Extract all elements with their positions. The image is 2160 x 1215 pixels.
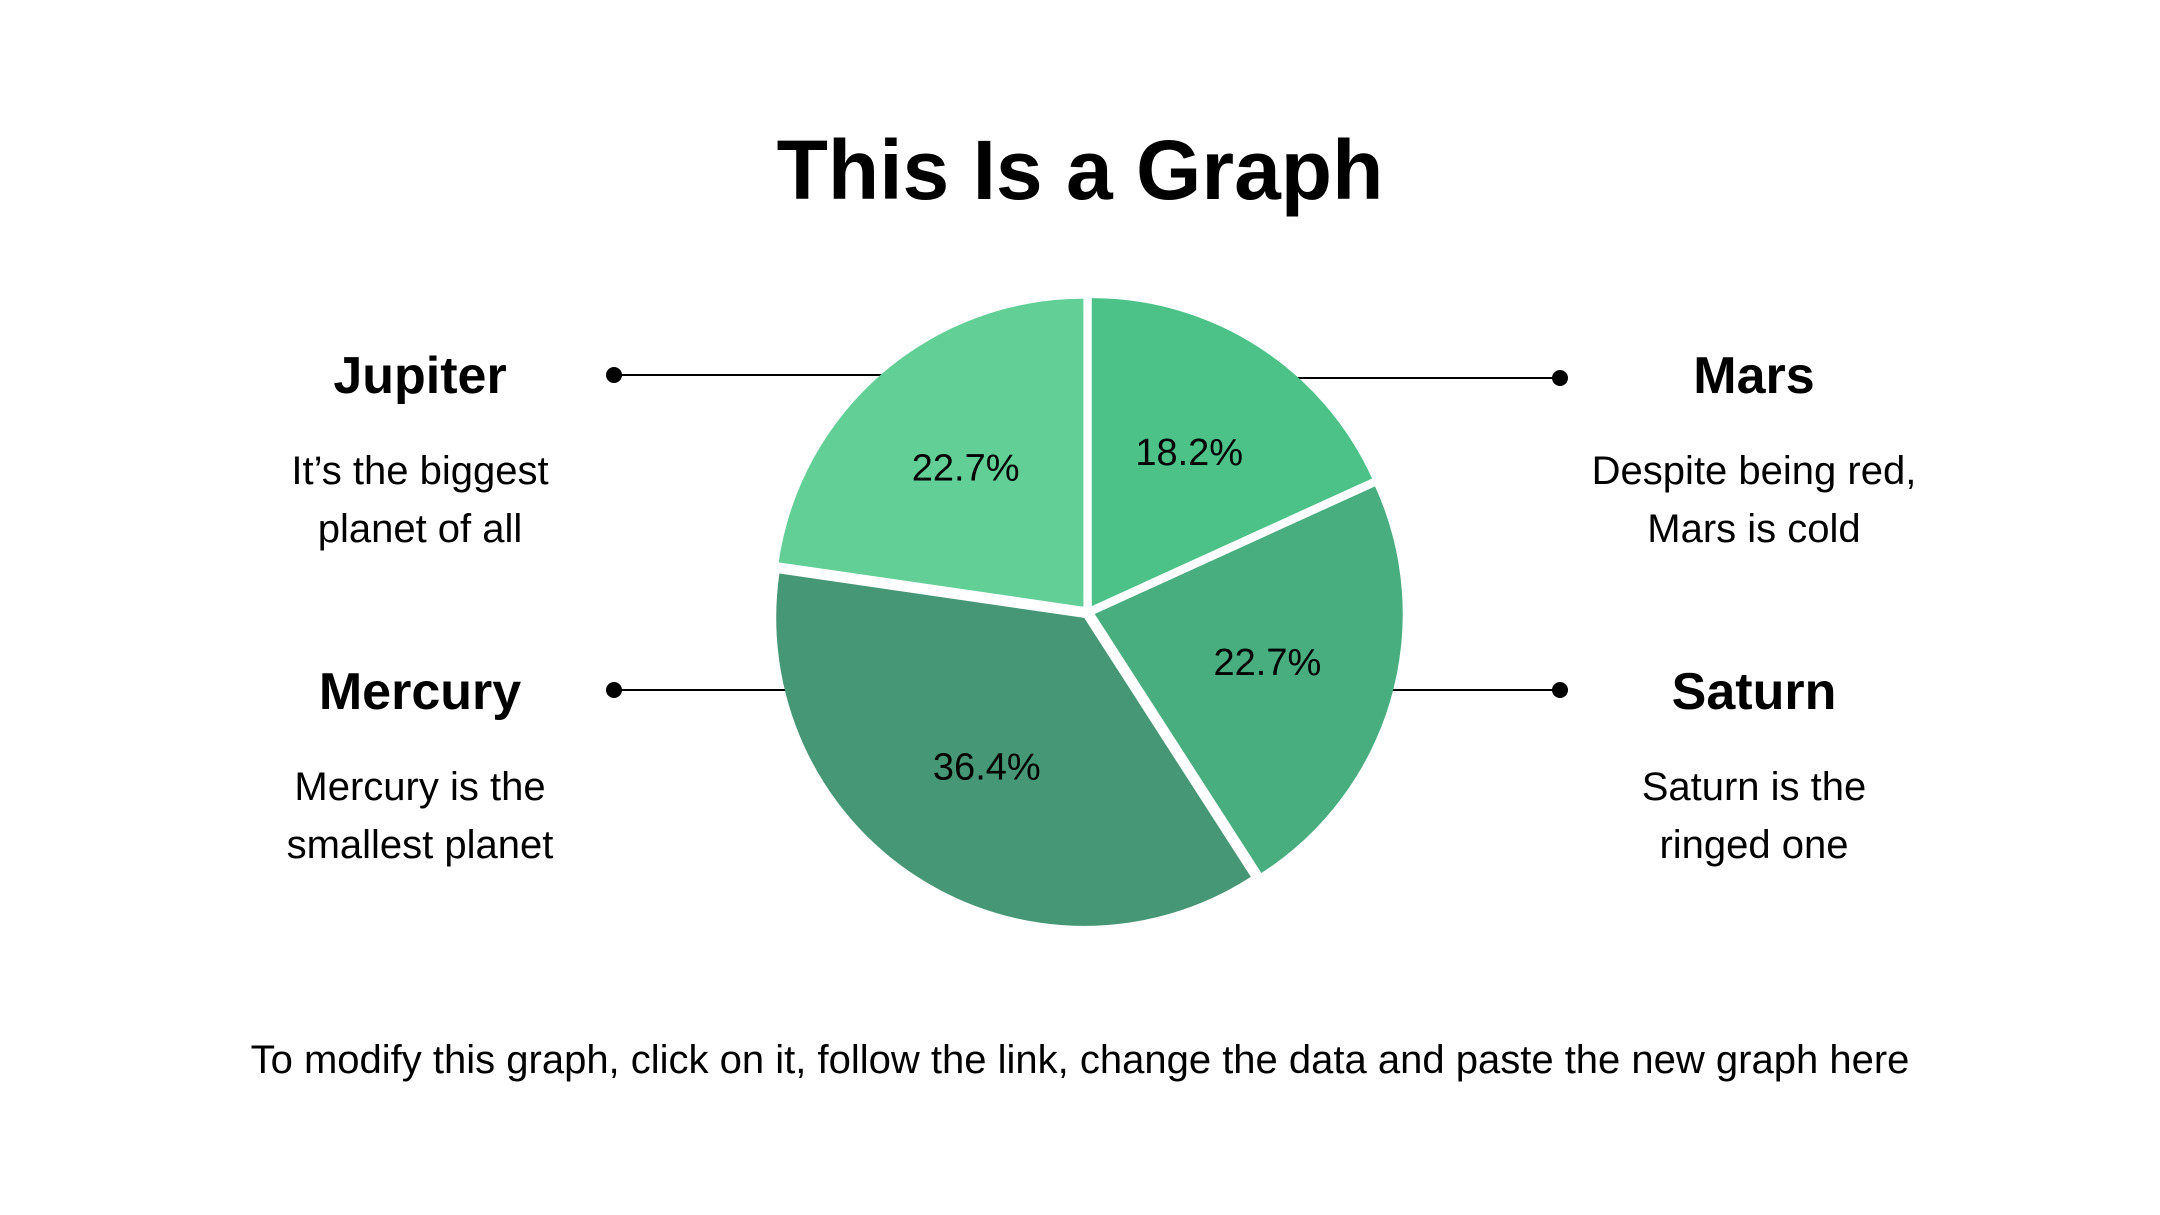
connector-dot-mercury [606, 682, 622, 698]
callout-mercury-desc: Mercury is the smallest planet [200, 758, 640, 874]
slice-label-jupiter: 22.7% [912, 448, 1020, 490]
callout-saturn-name: Saturn [1671, 663, 1837, 721]
page-title: This Is a Graph [776, 123, 1384, 217]
callout-saturn-desc-line1: Saturn is the [1641, 765, 1867, 809]
connector-dot-saturn [1552, 682, 1568, 698]
callout-saturn-desc: Saturn is the ringed one [1534, 758, 1974, 874]
connector-lines [606, 367, 1568, 698]
pie-slice-jupiter[interactable] [778, 298, 1084, 607]
footer-instructions: To modify this graph, click on it, follo… [250, 1038, 1910, 1082]
callout-mars-desc-line1: Despite being red, [1591, 449, 1917, 493]
callout-mercury-name: Mercury [318, 663, 522, 721]
slice-labels: 18.2% 22.7% 36.4% 22.7% [912, 432, 1321, 789]
callout-jupiter-desc-line1: It’s the biggest [291, 449, 549, 493]
callout-mars: Mars Despite being red, Mars is cold [1534, 350, 1974, 558]
callout-jupiter-desc-line2: planet of all [317, 507, 523, 551]
callout-saturn: Saturn Saturn is the ringed one [1534, 666, 1974, 874]
callout-jupiter: Jupiter It’s the biggest planet of all [200, 350, 640, 558]
callout-saturn-desc-line2: ringed one [1659, 823, 1849, 867]
callout-mars-name: Mars [1693, 347, 1815, 405]
pie-slice-saturn[interactable] [1094, 486, 1403, 873]
slice-label-saturn: 22.7% [1214, 642, 1322, 684]
callout-jupiter-desc: It’s the biggest planet of all [200, 442, 640, 558]
slice-label-mercury: 36.4% [933, 746, 1041, 788]
connector-dot-mars [1552, 370, 1568, 386]
connector-dot-jupiter [606, 367, 622, 383]
callout-jupiter-name: Jupiter [333, 347, 507, 405]
slice-label-mars: 18.2% [1135, 432, 1243, 474]
callout-mars-desc-line2: Mars is cold [1647, 507, 1861, 551]
pie-slice-mercury[interactable] [776, 573, 1251, 926]
callout-mars-desc: Despite being red, Mars is cold [1534, 442, 1974, 558]
pie-slices[interactable] [776, 298, 1403, 926]
callout-mercury: Mercury Mercury is the smallest planet [200, 666, 640, 874]
callout-mercury-desc-line1: Mercury is the [294, 765, 546, 809]
pie-slice-mars[interactable] [1091, 298, 1373, 607]
callout-mercury-desc-line2: smallest planet [286, 823, 554, 867]
